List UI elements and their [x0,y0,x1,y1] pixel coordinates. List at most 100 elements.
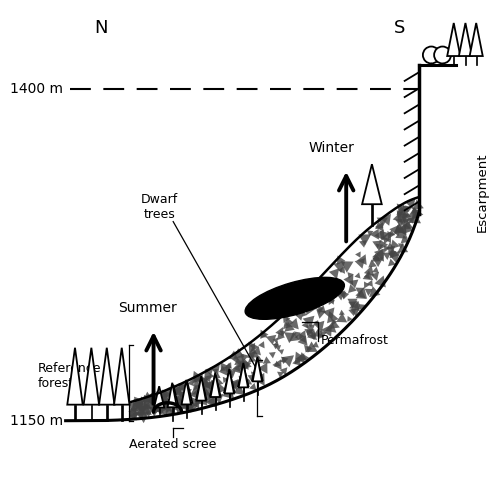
Polygon shape [136,411,149,423]
Polygon shape [397,212,402,218]
Polygon shape [194,385,200,390]
Polygon shape [163,399,169,404]
Polygon shape [133,413,138,419]
Polygon shape [310,332,315,339]
Polygon shape [129,411,138,420]
Polygon shape [128,402,138,412]
Polygon shape [162,389,172,399]
Polygon shape [186,388,192,394]
Polygon shape [160,407,170,417]
Polygon shape [228,390,235,397]
Polygon shape [306,342,318,352]
Polygon shape [204,380,213,391]
Polygon shape [369,286,380,297]
Polygon shape [374,248,386,260]
Polygon shape [162,399,173,412]
Polygon shape [332,319,338,326]
Polygon shape [374,275,386,287]
Polygon shape [399,214,409,223]
Polygon shape [165,406,176,417]
Polygon shape [170,385,181,397]
Polygon shape [338,266,345,274]
Polygon shape [160,387,171,399]
Polygon shape [233,384,244,395]
Polygon shape [411,207,418,214]
Polygon shape [312,341,319,348]
Polygon shape [364,266,374,276]
Polygon shape [248,342,259,354]
Polygon shape [280,367,287,376]
Polygon shape [383,237,390,244]
Polygon shape [132,403,139,411]
Polygon shape [260,331,268,338]
Polygon shape [405,198,415,209]
Bar [243,386,244,392]
Polygon shape [142,392,154,402]
Polygon shape [396,228,408,239]
Polygon shape [172,385,184,397]
Polygon shape [226,362,232,369]
Polygon shape [160,393,170,403]
Polygon shape [152,392,160,400]
Polygon shape [247,347,260,358]
Polygon shape [390,225,400,236]
Polygon shape [298,335,308,346]
Polygon shape [260,330,268,339]
Polygon shape [357,254,366,265]
Polygon shape [144,394,152,402]
Polygon shape [398,243,404,249]
Polygon shape [286,317,294,326]
Polygon shape [400,235,409,243]
Polygon shape [187,404,194,411]
Polygon shape [206,397,215,407]
Polygon shape [226,363,232,368]
Polygon shape [316,308,323,314]
Polygon shape [372,257,384,267]
Polygon shape [318,333,324,339]
Polygon shape [344,274,353,285]
Polygon shape [375,221,384,229]
Polygon shape [348,308,356,316]
Bar [465,56,466,65]
Text: 1150 m: 1150 m [10,414,64,428]
Polygon shape [242,363,248,370]
Polygon shape [196,378,206,399]
Polygon shape [130,412,138,421]
Polygon shape [386,242,394,249]
Bar [476,56,477,65]
Polygon shape [172,405,178,411]
Polygon shape [131,197,418,419]
Polygon shape [310,334,316,340]
Polygon shape [68,348,82,405]
Polygon shape [395,218,405,228]
Polygon shape [224,371,234,392]
Polygon shape [355,251,360,258]
Polygon shape [396,204,408,216]
Polygon shape [172,399,178,406]
Polygon shape [272,359,281,370]
Polygon shape [232,378,241,389]
Polygon shape [459,23,472,56]
Polygon shape [379,230,390,241]
Polygon shape [220,365,226,371]
Polygon shape [208,393,216,402]
Polygon shape [388,259,396,266]
Polygon shape [382,252,391,260]
Polygon shape [160,393,170,403]
Polygon shape [144,395,154,406]
Polygon shape [364,282,370,288]
Polygon shape [204,375,212,383]
Polygon shape [192,371,204,384]
Polygon shape [409,213,421,223]
Polygon shape [226,366,232,373]
Polygon shape [276,327,284,337]
Polygon shape [186,392,192,397]
Polygon shape [210,388,220,397]
Polygon shape [137,405,147,414]
Polygon shape [302,321,308,329]
Text: 1400 m: 1400 m [10,82,64,96]
Polygon shape [390,248,399,258]
Polygon shape [153,394,160,401]
Polygon shape [171,402,178,409]
Polygon shape [258,341,264,348]
